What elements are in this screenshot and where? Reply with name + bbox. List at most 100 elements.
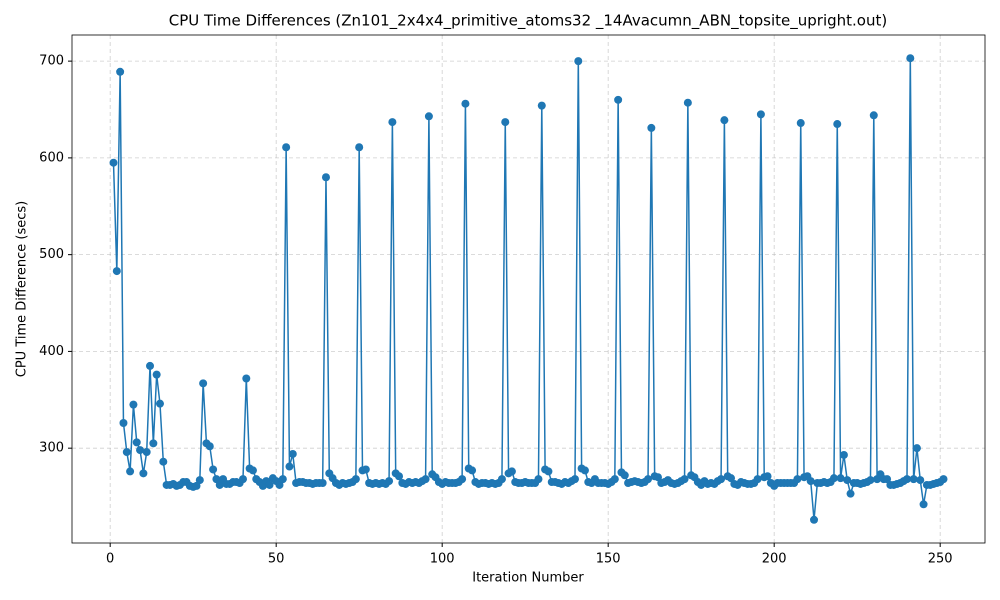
data-point xyxy=(680,475,689,484)
data-point xyxy=(192,481,201,490)
data-point xyxy=(833,120,842,129)
data-point xyxy=(265,480,274,489)
data-point xyxy=(215,480,224,489)
chart-title: CPU Time Differences (Zn101_2x4x4_primit… xyxy=(169,12,887,31)
data-point xyxy=(912,444,921,453)
x-tick-label: 150 xyxy=(596,552,621,567)
data-point xyxy=(321,173,330,182)
data-point xyxy=(806,477,815,486)
data-point xyxy=(361,465,370,474)
data-point xyxy=(285,462,294,471)
data-point xyxy=(653,473,662,482)
data-point xyxy=(756,110,765,119)
data-point xyxy=(501,118,510,127)
y-tick-label: 700 xyxy=(39,54,64,69)
data-point xyxy=(497,475,506,484)
data-point xyxy=(753,475,762,484)
data-point xyxy=(727,474,736,483)
data-point xyxy=(205,442,214,451)
data-point xyxy=(866,476,875,485)
data-point xyxy=(916,476,925,485)
x-tick-label: 0 xyxy=(106,552,114,567)
data-point xyxy=(136,446,145,455)
y-tick-label: 400 xyxy=(39,344,64,359)
data-point xyxy=(810,515,819,524)
data-point xyxy=(829,474,838,483)
data-point xyxy=(720,116,729,125)
data-point xyxy=(146,361,155,370)
data-point xyxy=(647,123,656,132)
data-point xyxy=(909,475,918,484)
data-point xyxy=(717,475,726,484)
data-point xyxy=(580,466,589,475)
data-point xyxy=(155,399,164,408)
x-tick-label: 250 xyxy=(928,552,953,567)
data-point xyxy=(839,450,848,459)
plot-frame xyxy=(71,34,986,544)
data-point xyxy=(793,475,802,484)
data-point xyxy=(869,111,878,120)
data-point xyxy=(468,466,477,475)
data-point xyxy=(112,267,121,276)
data-point xyxy=(278,475,287,484)
data-point xyxy=(355,143,364,152)
data-point xyxy=(458,475,467,484)
data-point xyxy=(421,475,430,484)
data-point xyxy=(209,465,218,474)
data-point xyxy=(129,400,138,409)
x-tick-label: 200 xyxy=(762,552,787,567)
data-point xyxy=(574,57,583,66)
data-point xyxy=(906,54,915,63)
data-point xyxy=(385,477,394,486)
data-point xyxy=(836,474,845,483)
data-point xyxy=(275,480,284,489)
data-point xyxy=(763,472,772,481)
data-point xyxy=(846,489,855,498)
data-point xyxy=(534,475,543,484)
data-point xyxy=(461,99,470,108)
data-point xyxy=(351,475,360,484)
data-point xyxy=(195,476,204,485)
data-point xyxy=(126,467,135,476)
data-point xyxy=(570,475,579,484)
data-point xyxy=(537,101,546,110)
data-point xyxy=(683,98,692,107)
data-point xyxy=(116,67,125,76)
data-point xyxy=(939,475,948,484)
data-point xyxy=(395,472,404,481)
data-point xyxy=(507,467,516,476)
data-point xyxy=(122,448,131,457)
y-tick-label: 500 xyxy=(39,247,64,262)
data-point xyxy=(919,500,928,509)
data-point xyxy=(199,379,208,388)
data-point xyxy=(282,143,291,152)
data-point xyxy=(139,469,148,478)
data-point xyxy=(109,158,118,167)
x-axis-label: Iteration Number xyxy=(472,571,584,586)
data-point xyxy=(902,475,911,484)
data-point xyxy=(248,466,257,475)
data-line xyxy=(112,58,944,520)
data-point xyxy=(152,370,161,379)
data-point xyxy=(644,475,653,484)
data-point xyxy=(843,476,852,485)
data-point xyxy=(883,475,892,484)
data-point xyxy=(796,119,805,128)
data-point xyxy=(288,449,297,458)
data-point xyxy=(149,439,158,448)
data-point xyxy=(132,438,141,447)
data-point xyxy=(424,112,433,121)
data-point xyxy=(610,475,619,484)
data-point xyxy=(238,475,247,484)
x-tick-label: 50 xyxy=(268,552,285,567)
data-point xyxy=(212,475,221,484)
y-tick-label: 600 xyxy=(39,150,64,165)
data-point xyxy=(119,419,128,428)
data-point xyxy=(159,457,168,466)
data-point xyxy=(544,467,553,476)
x-tick-label: 100 xyxy=(430,552,455,567)
data-point xyxy=(614,95,623,104)
data-point xyxy=(620,471,629,480)
data-point xyxy=(388,118,397,127)
